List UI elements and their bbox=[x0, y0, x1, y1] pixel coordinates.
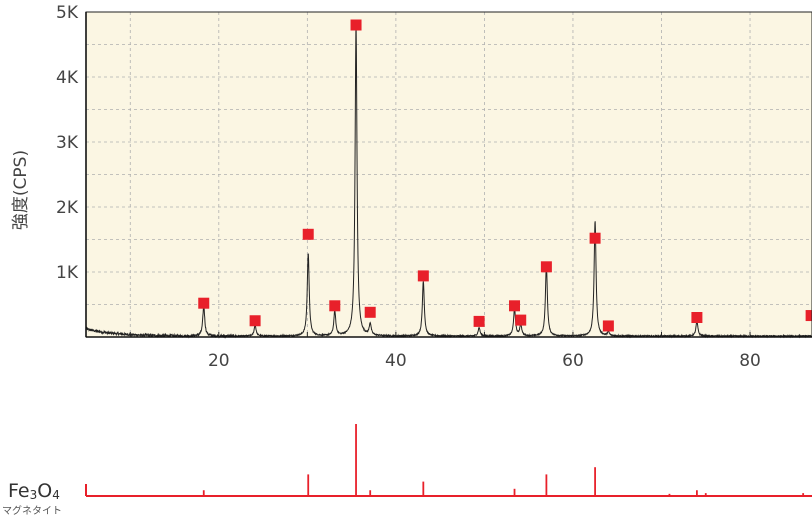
axes bbox=[85, 11, 812, 338]
peak-marker bbox=[364, 306, 376, 318]
peak-marker bbox=[198, 297, 210, 309]
y-tick-label: 4K bbox=[56, 68, 79, 88]
x-tick-label: 60 bbox=[562, 351, 584, 371]
diffraction-trace bbox=[85, 26, 812, 339]
reference-pattern bbox=[85, 424, 812, 497]
peak-marker bbox=[417, 270, 429, 282]
peak-marker bbox=[302, 228, 314, 240]
trace-layer bbox=[85, 26, 812, 339]
y-tick-label: 2K bbox=[56, 198, 79, 218]
peak-marker bbox=[329, 300, 341, 312]
peak-marker bbox=[805, 310, 812, 322]
peak-marker bbox=[691, 312, 703, 323]
x-tick-label: 80 bbox=[739, 351, 761, 371]
peak-marker bbox=[473, 315, 485, 327]
tick-labels: 20 40 60 80 1K 2K 3K 4K 5K bbox=[56, 3, 761, 371]
peak-marker bbox=[589, 232, 601, 244]
peak-marker bbox=[509, 300, 521, 312]
y-tick-label: 1K bbox=[56, 263, 79, 283]
y-tick-label: 5K bbox=[56, 3, 79, 23]
peak-marker bbox=[540, 261, 552, 273]
reference-name: Fe3O4 bbox=[8, 480, 60, 502]
peak-marker bbox=[350, 19, 362, 31]
y-axis-label: 強度(CPS) bbox=[11, 150, 31, 230]
peak-marker bbox=[602, 320, 614, 332]
y-tick-label: 3K bbox=[56, 133, 79, 153]
reference-subtitle: マグネタイト bbox=[2, 506, 62, 517]
peak-marker bbox=[515, 314, 527, 326]
x-tick-label: 40 bbox=[385, 351, 407, 371]
marker-layer bbox=[198, 19, 812, 332]
peak-marker bbox=[249, 315, 261, 327]
x-tick-label: 20 bbox=[208, 351, 230, 371]
